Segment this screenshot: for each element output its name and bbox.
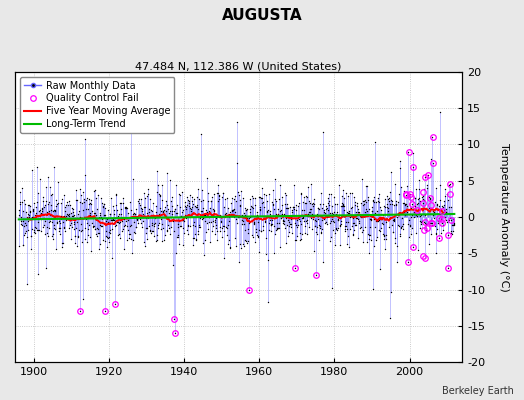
Y-axis label: Temperature Anomaly (°C): Temperature Anomaly (°C) <box>499 142 509 291</box>
Legend: Raw Monthly Data, Quality Control Fail, Five Year Moving Average, Long-Term Tren: Raw Monthly Data, Quality Control Fail, … <box>20 77 174 133</box>
Text: Berkeley Earth: Berkeley Earth <box>442 386 514 396</box>
Text: AUGUSTA: AUGUSTA <box>222 8 302 23</box>
Title: 47.484 N, 112.386 W (United States): 47.484 N, 112.386 W (United States) <box>135 61 342 71</box>
